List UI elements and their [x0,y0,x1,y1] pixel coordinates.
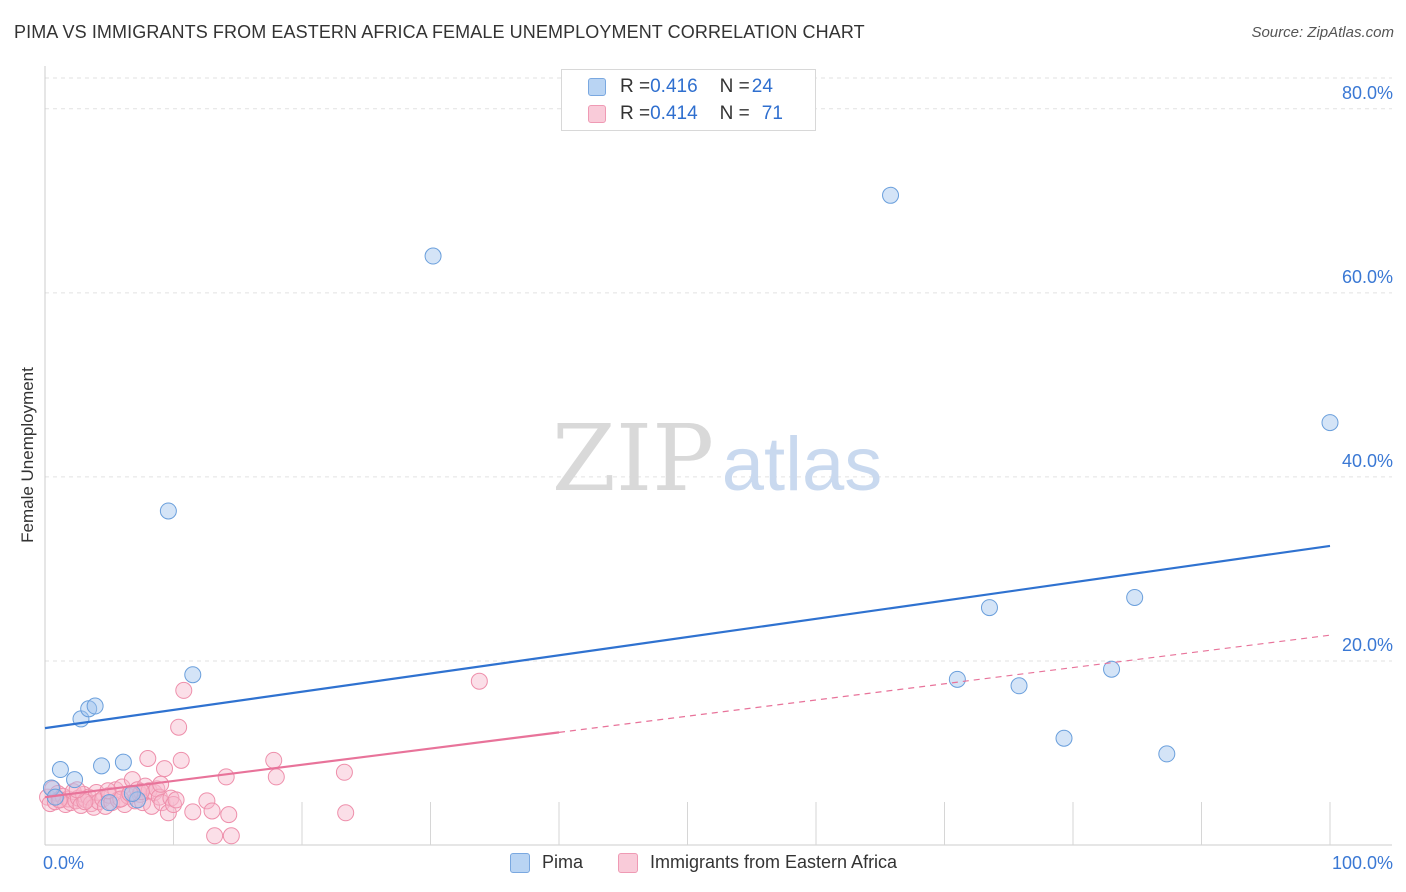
data-point [203,802,221,820]
data-point [1055,729,1073,747]
data-point [184,803,202,821]
data-point [114,753,132,771]
legend-row-pima: R = 0.416 N = 24 [588,75,773,99]
data-point [159,502,177,520]
legend-r-value: 0.414 [650,103,698,124]
data-point [424,247,442,265]
grid-lines [45,77,1392,662]
legend-row-immigrants: R = 0.414 N = 71 [588,102,783,126]
legend-label-pima: Pima [542,852,584,872]
data-point [220,806,238,824]
data-point [1158,745,1176,763]
watermark-atlas: atlas [722,422,883,507]
data-point [980,599,998,617]
data-point [1103,660,1121,678]
legend-swatch-immigrants [618,852,638,873]
data-point [76,793,94,811]
data-point [267,768,285,786]
data-point [86,697,104,715]
legend-n-value: 24 [751,76,773,97]
legend-r-label: R = [620,76,651,97]
trend-line [44,544,1331,730]
data-point [184,666,202,684]
trend-line-dashed [558,634,1331,733]
data-point [51,761,69,779]
trend-line-solid [44,731,560,799]
data-point [265,751,283,769]
axes [44,66,1392,846]
data-point [1010,677,1028,695]
tick-labels: 20.0% 40.0% 60.0% 80.0% 0.0% 100.0% [43,83,1393,873]
data-point [222,827,240,845]
watermark-zip: ZIP [552,405,714,512]
watermark: ZIP atlas [552,405,882,512]
data-point [100,794,118,812]
y-tick-label: 60.0% [1342,267,1393,287]
legend-swatch-pima [510,852,530,873]
legend-n-label: N = [719,103,750,124]
data-point [175,681,193,699]
y-tick-label: 80.0% [1342,83,1393,103]
data-point [167,791,185,809]
trend-lines [44,544,1331,799]
data-point [198,792,216,810]
chart-title: PIMA VS IMMIGRANTS FROM EASTERN AFRICA F… [14,22,865,42]
data-point [948,670,966,688]
data-point [206,827,224,845]
stats-legend: R = 0.416 N = 24 R = 0.414 N = 71 [561,69,816,131]
data-point [1321,414,1339,432]
data-point [1126,588,1144,606]
legend-swatch-immigrants [588,105,606,123]
data-point [159,804,177,822]
data-point [337,804,355,822]
legend-r-value: 0.416 [650,76,698,97]
legend-r-label: R = [620,103,651,124]
x-tick-label-max: 100.0% [1332,853,1393,873]
legend-label-immigrants: Immigrants from Eastern Africa [650,852,898,872]
data-point [172,751,190,769]
data-point [335,763,353,781]
x-tick-label-min: 0.0% [43,853,84,873]
data-point [882,186,900,204]
source-credit: Source: ZipAtlas.com [1251,24,1394,41]
data-point [165,796,182,814]
points-immigrants [39,672,488,845]
data-point [139,749,157,767]
legend-item-pima: Pima [510,852,583,873]
legend-n-value: 71 [761,103,783,124]
y-tick-label: 40.0% [1342,451,1393,471]
data-point [470,672,488,690]
data-point [156,760,174,778]
legend-swatch-pima [588,78,606,96]
data-point [170,718,188,736]
data-point [66,771,84,789]
data-point [217,768,235,786]
points-pima [42,186,1339,812]
y-tick-label: 20.0% [1342,635,1393,655]
legend-item-immigrants: Immigrants from Eastern Africa [618,852,897,873]
data-point [93,757,111,775]
legend-n-label: N = [719,76,750,97]
